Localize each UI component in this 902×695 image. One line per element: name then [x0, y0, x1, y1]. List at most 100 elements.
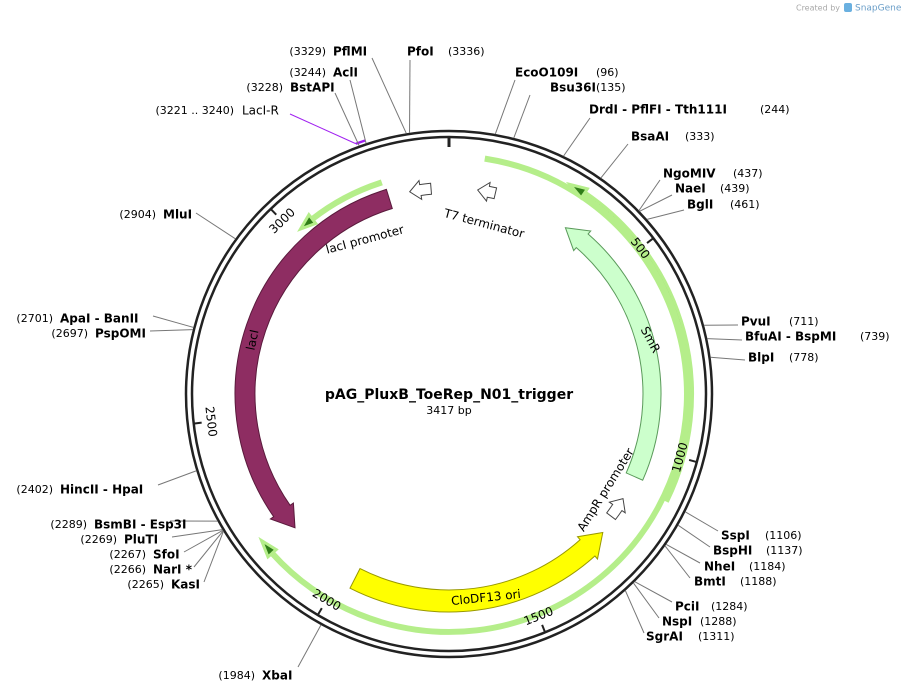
site-position: (2289): [50, 518, 87, 531]
tick-label: 1000: [669, 441, 691, 474]
tick-mark: [688, 458, 698, 464]
feature-arrow: [234, 188, 393, 529]
site-position: (2269): [80, 533, 117, 546]
site-position: (439): [720, 182, 750, 195]
site-line: [494, 79, 516, 135]
primer-name: LacI-R: [242, 104, 279, 118]
plasmid-size: 3417 bp: [426, 404, 471, 417]
site-line: [563, 117, 591, 157]
site-name: NarI *: [153, 563, 193, 577]
site-line: [685, 511, 719, 532]
site-line: [183, 529, 224, 553]
site-line: [634, 581, 673, 603]
feature-arrow: [564, 227, 662, 481]
site-line: [157, 470, 197, 486]
site-line: [664, 545, 691, 579]
features: [149, 57, 746, 668]
site-position: (2402): [16, 483, 53, 496]
site-line: [665, 543, 701, 564]
tick-label: 2000: [310, 586, 343, 614]
tick-mark: [541, 624, 547, 633]
site-name: PluTI: [124, 533, 158, 547]
tick-label: 2500: [202, 406, 219, 438]
tick-mark: [646, 237, 654, 244]
site-position: (135): [596, 81, 626, 94]
site-name: XbaI: [262, 669, 292, 683]
site-name: Bsu36I: [550, 81, 596, 95]
site-name: BstAPI: [290, 81, 335, 95]
feature-label: T7 terminator: [441, 206, 525, 241]
site-name: PflMI: [333, 45, 367, 59]
site-position: (461): [730, 198, 760, 211]
site-name: PciI: [675, 600, 700, 614]
site-line: [193, 530, 224, 568]
site-name: ApaI - BanII: [60, 312, 139, 326]
site-position: (711): [789, 315, 819, 328]
site-line: [677, 524, 711, 548]
site-position: (333): [685, 130, 715, 143]
site-position: (2266): [109, 563, 146, 576]
site-position: (437): [733, 167, 763, 180]
site-line: [513, 94, 531, 139]
site-position: (2701): [16, 312, 53, 325]
site-name: DrdI - PflFI - Tth111I: [589, 103, 727, 117]
site-position: (2267): [109, 548, 146, 561]
site-line: [707, 338, 743, 341]
site-line: [195, 212, 236, 240]
site-name: EcoO109I: [515, 66, 578, 80]
site-position: (2904): [119, 208, 156, 221]
site-name: NspI: [662, 615, 692, 629]
tick-label: 1500: [522, 604, 556, 628]
site-line: [149, 329, 193, 332]
site-position: (1311): [698, 630, 735, 643]
site-line: [334, 92, 360, 146]
site-name: BmtI: [694, 575, 726, 589]
site-position: (1137): [766, 544, 803, 557]
site-name: MluI: [163, 208, 192, 222]
site-name: SfoI: [153, 548, 180, 562]
brand: SnapGene: [855, 4, 902, 14]
site-line: [646, 209, 685, 220]
site-name: KasI: [171, 578, 200, 592]
site-line: [638, 179, 661, 211]
site-position: (778): [789, 351, 819, 364]
site-line: [171, 529, 223, 538]
orf-arc: [565, 181, 694, 503]
feature-arrow: [349, 531, 604, 613]
site-name: BfuAI - BspMI: [745, 330, 836, 344]
site-line: [710, 356, 746, 361]
site-position: (244): [760, 103, 790, 116]
site-line: [632, 582, 660, 619]
tick-mark: [316, 607, 323, 616]
brand-icon: [844, 3, 852, 12]
site-line: [349, 79, 367, 144]
orf-arc: [297, 179, 383, 232]
site-line: [600, 143, 629, 179]
site-name: PspOMI: [95, 327, 146, 341]
site-line: [371, 57, 407, 134]
site-name: AclI: [333, 66, 358, 80]
site-position: (1288): [700, 615, 737, 628]
site-name: BspHI: [713, 544, 752, 558]
site-name: HincII - HpaI: [60, 483, 143, 497]
site-position: (1188): [740, 575, 777, 588]
site-position: (1284): [711, 600, 748, 613]
feature-arrow: [476, 181, 498, 203]
plasmid-name: pAG_PluxB_ToeRep_N01_trigger: [325, 387, 573, 403]
site-line: [639, 194, 673, 212]
site-position: (3329): [289, 45, 326, 58]
feature-arrow: [606, 497, 626, 521]
site-name: NheI: [704, 560, 735, 574]
credit: Created by: [796, 4, 840, 13]
site-position: (2265): [127, 578, 164, 591]
site-line: [203, 530, 224, 583]
site-name: PvuI: [741, 315, 771, 329]
site-position: (739): [860, 330, 890, 343]
feature-label: AmpR promoter: [574, 446, 636, 534]
site-position: (3336): [448, 45, 485, 58]
site-position: (3244): [289, 66, 326, 79]
site-name: BlpI: [748, 351, 774, 365]
site-position: (1106): [765, 529, 802, 542]
